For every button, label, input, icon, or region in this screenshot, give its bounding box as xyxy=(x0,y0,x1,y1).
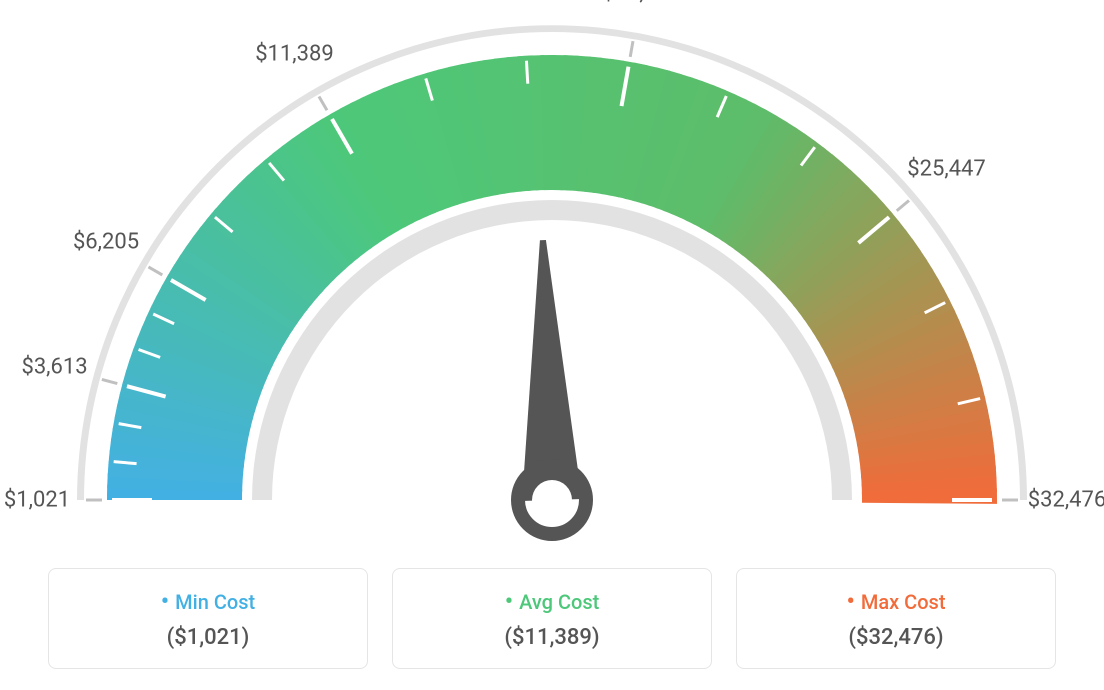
legend-card-avg: Avg Cost ($11,389) xyxy=(392,568,712,669)
legend-title-avg: Avg Cost xyxy=(417,587,687,615)
legend-title-min: Min Cost xyxy=(73,587,343,615)
scale-label: $1,021 xyxy=(4,488,70,513)
scale-label: $18,418 xyxy=(602,0,681,5)
legend-value-avg: ($11,389) xyxy=(417,625,687,650)
scale-label: $6,205 xyxy=(73,230,139,255)
scale-label: $25,447 xyxy=(907,156,986,181)
legend-value-max: ($32,476) xyxy=(761,625,1031,650)
scale-label: $11,389 xyxy=(255,42,334,67)
gauge-svg xyxy=(0,0,1104,560)
legend-title-max: Max Cost xyxy=(761,587,1031,615)
legend-row: Min Cost ($1,021) Avg Cost ($11,389) Max… xyxy=(0,568,1104,669)
legend-value-min: ($1,021) xyxy=(73,625,343,650)
gauge-chart: $1,021 $3,613 $6,205 $11,389 $18,418 $25,447 $… xyxy=(0,0,1104,560)
legend-card-min: Min Cost ($1,021) xyxy=(48,568,368,669)
legend-card-max: Max Cost ($32,476) xyxy=(736,568,1056,669)
scale-label: $32,476 xyxy=(1028,488,1104,513)
scale-label: $3,613 xyxy=(21,354,87,379)
